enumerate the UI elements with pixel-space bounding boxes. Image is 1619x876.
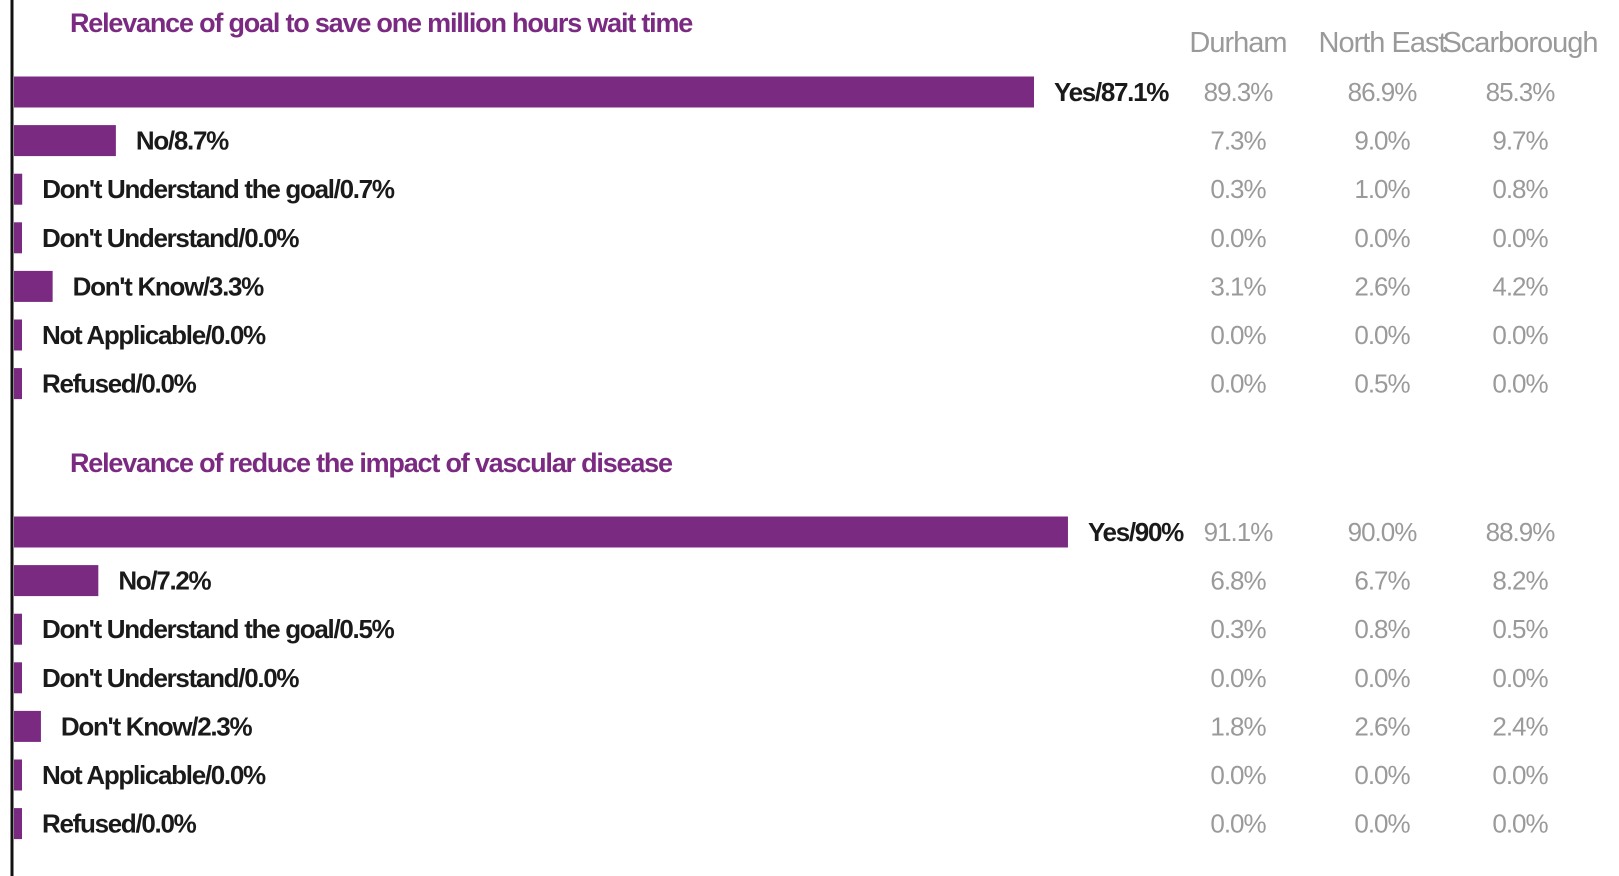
column-value-north-east: 0.0% — [1354, 760, 1410, 790]
column-value-north-east: 2.6% — [1354, 271, 1410, 301]
bar-label: Not Applicable/0.0% — [42, 320, 266, 350]
column-value-north-east: 0.0% — [1354, 223, 1410, 253]
column-value-durham: 0.3% — [1210, 614, 1266, 644]
column-value-scarborough: 0.0% — [1492, 369, 1548, 399]
column-value-scarborough: 2.4% — [1492, 711, 1548, 741]
bar — [14, 76, 1034, 108]
bar-label: Not Applicable/0.0% — [42, 760, 266, 790]
column-value-scarborough: 0.0% — [1492, 320, 1548, 350]
column-value-scarborough: 4.2% — [1492, 271, 1548, 301]
column-value-north-east: 0.8% — [1354, 614, 1410, 644]
bar — [14, 613, 22, 645]
column-header-scarborough: Scarborough — [1442, 27, 1597, 59]
column-value-durham: 0.0% — [1210, 809, 1266, 839]
column-value-scarborough: 0.8% — [1492, 174, 1548, 204]
bar — [14, 125, 116, 157]
column-value-north-east: 9.0% — [1354, 126, 1410, 156]
column-value-scarborough: 85.3% — [1486, 77, 1556, 107]
column-value-scarborough: 0.0% — [1492, 663, 1548, 693]
column-value-scarborough: 0.0% — [1492, 223, 1548, 253]
column-value-scarborough: 0.0% — [1492, 809, 1548, 839]
column-value-north-east: 90.0% — [1348, 517, 1418, 547]
bar — [14, 319, 22, 351]
column-value-scarborough: 8.2% — [1492, 566, 1548, 596]
bar-label: Don't Know/2.3% — [61, 711, 253, 741]
column-value-scarborough: 0.5% — [1492, 614, 1548, 644]
bar — [14, 565, 99, 597]
column-header-durham: Durham — [1189, 27, 1286, 59]
column-value-durham: 0.0% — [1210, 663, 1266, 693]
column-value-durham: 3.1% — [1210, 271, 1266, 301]
bar — [14, 270, 53, 302]
column-header-north-east: North East — [1319, 27, 1447, 59]
bar-label: Don't Understand/0.0% — [42, 223, 299, 253]
column-value-north-east: 1.0% — [1354, 174, 1410, 204]
bar-label: Don't Understand the goal/0.5% — [42, 614, 395, 644]
bar — [14, 759, 22, 791]
column-value-durham: 1.8% — [1210, 711, 1266, 741]
column-value-north-east: 86.9% — [1348, 77, 1418, 107]
bar-label: Don't Understand the goal/0.7% — [42, 174, 395, 204]
bar-label: Yes/90% — [1088, 517, 1184, 547]
bar-label: Don't Know/3.3% — [73, 271, 265, 301]
bar — [14, 222, 22, 254]
column-value-scarborough: 0.0% — [1492, 760, 1548, 790]
bar-label: Refused/0.0% — [42, 809, 197, 839]
column-value-durham: 0.0% — [1210, 320, 1266, 350]
column-value-durham: 89.3% — [1204, 77, 1274, 107]
column-value-durham: 91.1% — [1204, 517, 1274, 547]
column-value-durham: 6.8% — [1210, 566, 1266, 596]
column-value-durham: 0.0% — [1210, 369, 1266, 399]
bar-label: Yes/87.1% — [1054, 77, 1169, 107]
bar — [14, 662, 22, 694]
bar — [14, 173, 23, 205]
bar-label: No/7.2% — [118, 566, 211, 596]
column-value-north-east: 2.6% — [1354, 711, 1410, 741]
bar — [14, 710, 41, 742]
bar-label: No/8.7% — [136, 126, 229, 156]
column-value-scarborough: 9.7% — [1492, 126, 1548, 156]
column-value-north-east: 0.0% — [1354, 809, 1410, 839]
column-value-durham: 0.3% — [1210, 174, 1266, 204]
chart-title: Relevance of goal to save one million ho… — [70, 8, 693, 38]
column-value-durham: 0.0% — [1210, 223, 1266, 253]
column-value-durham: 0.0% — [1210, 760, 1266, 790]
column-value-north-east: 0.5% — [1354, 369, 1410, 399]
column-value-north-east: 0.0% — [1354, 663, 1410, 693]
bar-label: Refused/0.0% — [42, 369, 197, 399]
bar — [14, 516, 1068, 548]
column-value-durham: 7.3% — [1210, 126, 1266, 156]
bar — [14, 368, 22, 400]
chart-title: Relevance of reduce the impact of vascul… — [70, 448, 673, 478]
column-value-north-east: 6.7% — [1354, 566, 1410, 596]
bar-label: Don't Understand/0.0% — [42, 663, 299, 693]
bar — [14, 808, 22, 840]
column-value-scarborough: 88.9% — [1486, 517, 1556, 547]
column-value-north-east: 0.0% — [1354, 320, 1410, 350]
